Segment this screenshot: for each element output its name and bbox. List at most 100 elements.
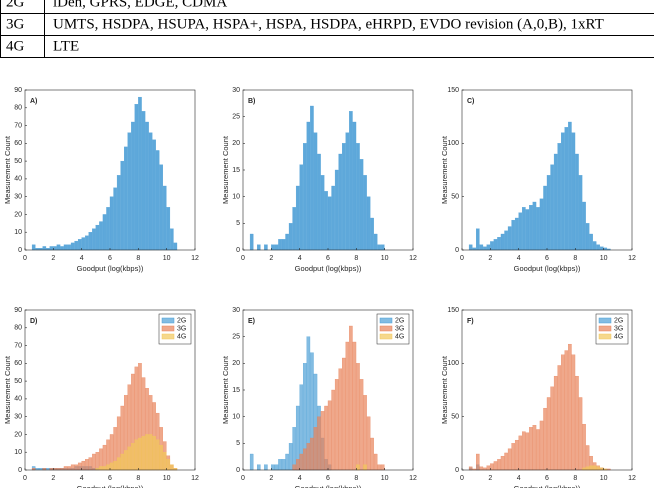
bar bbox=[60, 246, 64, 251]
bar bbox=[85, 235, 89, 251]
table-cell: iDen, GPRS, EDGE, CDMA bbox=[53, 0, 227, 10]
x-tick-label: 8 bbox=[136, 255, 140, 262]
table-cell: UMTS, HSDPA, HSUPA, HSPA+, HSPA, HSDPA, … bbox=[53, 16, 604, 32]
y-tick-label: 0 bbox=[455, 467, 459, 474]
bar bbox=[525, 209, 530, 251]
bar bbox=[338, 368, 343, 471]
y-axis-label: Measurement Count bbox=[221, 135, 230, 204]
bar bbox=[327, 196, 332, 251]
bar bbox=[138, 437, 142, 471]
x-tick-label: 0 bbox=[23, 475, 27, 482]
bar bbox=[359, 159, 364, 251]
bar bbox=[486, 465, 491, 471]
bar bbox=[310, 105, 314, 251]
bar bbox=[599, 246, 604, 251]
bar bbox=[31, 244, 36, 251]
y-axis-label: Measurement Count bbox=[3, 135, 12, 204]
bar bbox=[500, 233, 505, 251]
y-tick-label: 0 bbox=[18, 247, 22, 254]
x-tick-label: 12 bbox=[409, 475, 417, 482]
y-tick-label: 20 bbox=[14, 211, 22, 218]
bar bbox=[288, 223, 293, 251]
bar bbox=[557, 143, 562, 251]
bar bbox=[536, 207, 540, 251]
y-tick-label: 50 bbox=[451, 414, 459, 421]
bar bbox=[113, 460, 117, 471]
bar bbox=[338, 153, 343, 251]
x-axis-label: Goodput (log(kbps)) bbox=[77, 484, 144, 488]
x-tick-label: 6 bbox=[326, 475, 330, 482]
bar bbox=[507, 448, 512, 471]
x-tick-label: 4 bbox=[298, 475, 302, 482]
legend-label: 3G bbox=[395, 326, 404, 333]
x-tick-label: 12 bbox=[628, 255, 636, 262]
bar bbox=[479, 244, 484, 251]
bar bbox=[155, 439, 160, 471]
bar bbox=[124, 450, 128, 471]
bar bbox=[306, 121, 311, 251]
bar bbox=[92, 453, 96, 471]
x-tick-label: 8 bbox=[573, 255, 577, 262]
bar bbox=[356, 464, 360, 471]
bar bbox=[145, 434, 149, 471]
bar bbox=[134, 439, 139, 471]
bar bbox=[152, 436, 156, 471]
y-tick-label: 10 bbox=[14, 229, 22, 236]
bar bbox=[155, 150, 160, 251]
x-tick-label: 4 bbox=[517, 255, 521, 262]
bar bbox=[299, 164, 304, 251]
table-cell: LTE bbox=[53, 38, 79, 54]
y-axis-label: Measurement Count bbox=[440, 355, 449, 424]
y-axis-label: Measurement Count bbox=[3, 355, 12, 424]
y-tick-label: 40 bbox=[14, 176, 22, 183]
bar bbox=[553, 375, 558, 471]
bar bbox=[306, 443, 311, 471]
histogram-panel: 0 2 4 6 8 10 12 0 10 20 30 40 50 60 70 80 90 D) Goodput (l… bbox=[3, 307, 199, 488]
bar bbox=[131, 121, 135, 251]
x-tick-label: 12 bbox=[191, 475, 199, 482]
bar bbox=[63, 244, 68, 251]
bar bbox=[70, 242, 75, 251]
bar bbox=[529, 427, 533, 471]
table-cell: 3G bbox=[6, 16, 25, 32]
bar bbox=[468, 244, 473, 251]
bar bbox=[288, 443, 293, 471]
legend-label: 4G bbox=[395, 334, 404, 341]
y-tick-label: 0 bbox=[236, 247, 240, 254]
bar bbox=[292, 464, 296, 471]
y-axis-label: Measurement Count bbox=[440, 135, 449, 204]
bar bbox=[543, 407, 547, 471]
bar bbox=[483, 467, 487, 471]
bar bbox=[324, 191, 328, 251]
bar bbox=[102, 466, 107, 471]
y-tick-label: 20 bbox=[232, 140, 240, 147]
bar bbox=[77, 462, 82, 471]
bar bbox=[81, 460, 86, 471]
bar bbox=[116, 457, 121, 471]
bar bbox=[525, 432, 530, 471]
bar bbox=[345, 341, 350, 471]
bar bbox=[504, 230, 508, 251]
x-axis-label: Goodput (log(kbps)) bbox=[295, 484, 362, 488]
bar bbox=[74, 464, 78, 471]
bar bbox=[511, 219, 515, 251]
x-tick-label: 10 bbox=[600, 255, 608, 262]
legend-label: 2G bbox=[395, 318, 404, 325]
x-tick-label: 10 bbox=[381, 255, 389, 262]
bar bbox=[582, 423, 586, 471]
legend-swatch bbox=[161, 333, 175, 340]
bar bbox=[249, 453, 254, 471]
bar bbox=[166, 459, 171, 471]
bar bbox=[363, 464, 367, 471]
panel-label: E) bbox=[248, 318, 255, 325]
bar bbox=[507, 226, 512, 251]
bar bbox=[141, 436, 146, 471]
bar bbox=[486, 244, 491, 251]
bar bbox=[592, 465, 597, 471]
bar bbox=[320, 411, 325, 471]
bar bbox=[124, 146, 128, 251]
bar bbox=[557, 365, 562, 471]
y-tick-label: 100 bbox=[447, 360, 459, 367]
bar bbox=[514, 439, 519, 471]
legend-swatch bbox=[379, 333, 393, 340]
